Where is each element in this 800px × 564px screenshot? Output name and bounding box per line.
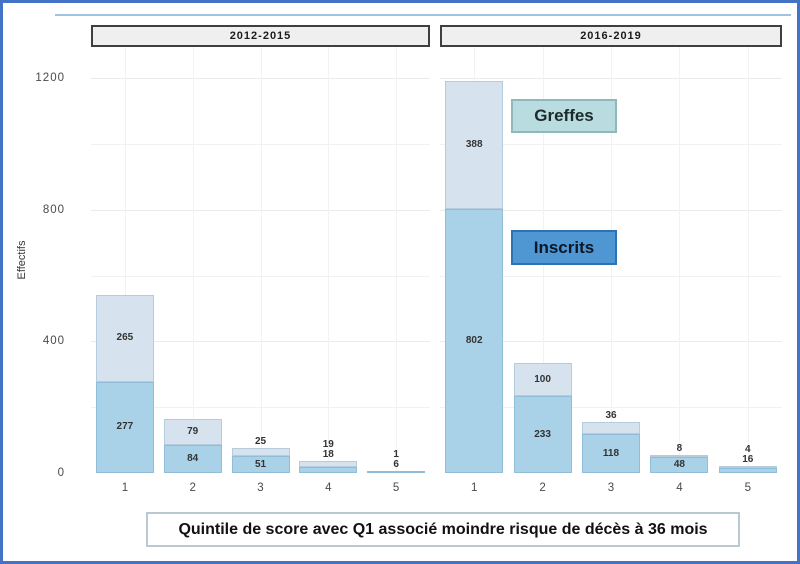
facet-strip-label: 2016-2019 [580, 30, 642, 42]
bar-segment-greffes [582, 422, 640, 435]
bar-value-label-greffes: 100 [534, 373, 551, 385]
bar-segment-inscrits [299, 467, 358, 473]
bar-value-label-greffes: 36 [605, 410, 617, 422]
bar-segment-greffes [95, 294, 154, 382]
bar-segment-inscrits [367, 471, 426, 474]
bar-segment-greffes [163, 419, 222, 446]
bar-value-label-greffes: 8 [676, 442, 683, 454]
bar-segment-greffes [299, 460, 358, 468]
bar-segment-greffes [513, 363, 572, 397]
legend-greffes: Greffes [511, 99, 617, 133]
x-tick-label: 5 [392, 482, 400, 494]
legend-inscrits-label: Inscrits [533, 237, 595, 257]
gridline-vertical [192, 47, 194, 473]
bar-value-label-greffes: 1 [393, 448, 399, 460]
bar-segment-greffes [650, 454, 709, 458]
x-tick-label: 4 [325, 482, 332, 494]
legend-greffes-label: Greffes [534, 106, 594, 125]
top-accent-line [55, 14, 791, 16]
gridline-vertical [260, 47, 262, 473]
bar-value-label-inscrits: 51 [254, 458, 267, 470]
x-tick-label: 3 [607, 482, 615, 494]
bar-segment-inscrits [231, 456, 290, 473]
bar-value-label-inscrits: 802 [465, 335, 483, 346]
bar-value-label-inscrits: 18 [322, 448, 334, 460]
x-tick-label: 2 [539, 482, 546, 494]
x-tick-label: 1 [121, 482, 129, 494]
bar-value-label-inscrits: 118 [602, 447, 620, 459]
bar-value-label-inscrits: 233 [534, 428, 551, 440]
bar-value-label-inscrits: 277 [116, 421, 134, 433]
facet-strip-label: 2012-2015 [229, 30, 292, 42]
facet-strip-2016-2019: 2016-2019 [440, 25, 782, 47]
x-tick-label: 5 [744, 482, 751, 494]
bar-segment-inscrits [718, 467, 777, 473]
bar-value-label-greffes: 4 [745, 444, 751, 456]
bar-value-label-inscrits: 84 [187, 453, 199, 465]
x-tick-label: 2 [189, 482, 196, 494]
bar-segment-inscrits [650, 457, 709, 473]
x-tick-label: 4 [676, 482, 683, 494]
x-tick-label: 1 [470, 482, 478, 494]
bar-value-label-greffes: 388 [465, 139, 483, 151]
legend-inscrits: Inscrits [511, 230, 617, 265]
y-axis-title: Effectifs [16, 240, 28, 280]
y-tick-label: 400 [42, 335, 65, 348]
bar-segment-inscrits [582, 434, 640, 473]
gridline-vertical [396, 47, 398, 473]
y-tick-label: 0 [57, 467, 65, 479]
bar-value-label-inscrits: 16 [742, 454, 754, 466]
y-tick-label: 800 [42, 203, 65, 216]
bar-segment-greffes [445, 81, 504, 209]
x-axis-caption: Quintile de score avec Q1 associé moindr… [146, 512, 740, 547]
bar-segment-inscrits [445, 209, 504, 473]
bar-value-label-greffes: 265 [116, 332, 134, 344]
bar-value-label-greffes: 25 [254, 435, 267, 447]
bar-segment-inscrits [513, 396, 572, 473]
x-axis-caption-text: Quintile de score avec Q1 associé moindr… [178, 520, 708, 538]
bar-segment-inscrits [95, 381, 154, 473]
x-tick-label: 3 [257, 482, 264, 494]
bar-segment-greffes [231, 447, 290, 457]
gridline-vertical [747, 47, 749, 473]
facet-panel-2012-2015: 265 277 79 84 25 51 19 18 1 6 [91, 47, 430, 474]
bar-value-label-greffes: 79 [187, 426, 199, 438]
bar-segment-inscrits [163, 445, 222, 473]
gridline-vertical [679, 47, 681, 473]
bar-value-label-greffes: 19 [322, 438, 334, 450]
y-tick-label: 1200 [35, 72, 65, 84]
bar-value-label-inscrits: 6 [393, 458, 399, 470]
gridline-vertical [124, 47, 126, 473]
gridline-vertical [328, 47, 330, 473]
bar-value-label-inscrits: 48 [673, 459, 685, 471]
facet-strip-2012-2015: 2012-2015 [91, 25, 430, 47]
